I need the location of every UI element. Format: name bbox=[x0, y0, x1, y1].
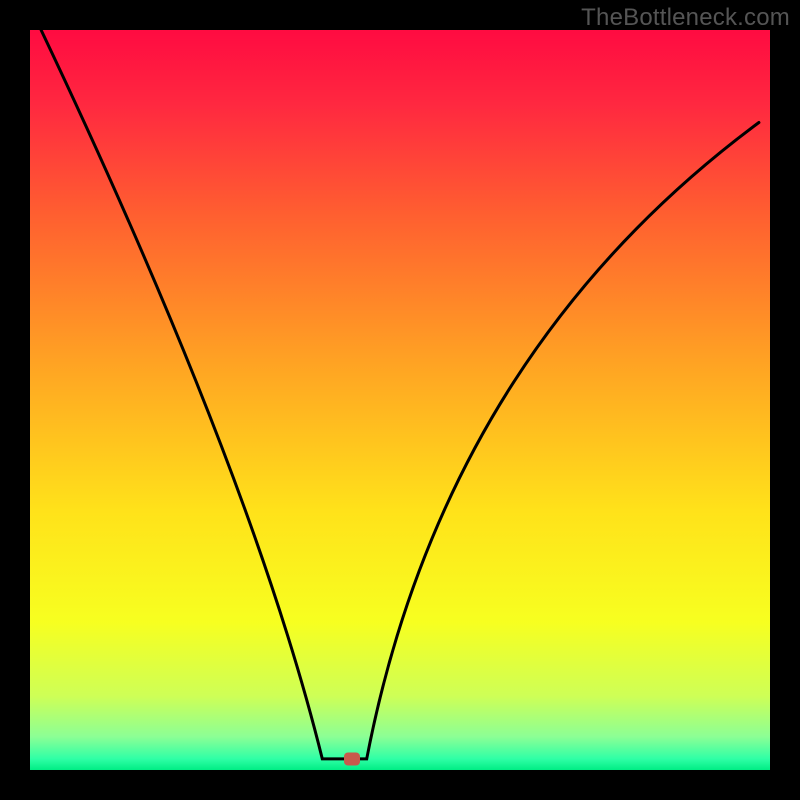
plot-area bbox=[30, 30, 770, 770]
chart-root: { "watermark": { "text": "TheBottleneck.… bbox=[0, 0, 800, 800]
optimal-point-marker bbox=[344, 752, 360, 765]
bottleneck-curve bbox=[30, 30, 770, 770]
watermark-text: TheBottleneck.com bbox=[581, 4, 790, 32]
